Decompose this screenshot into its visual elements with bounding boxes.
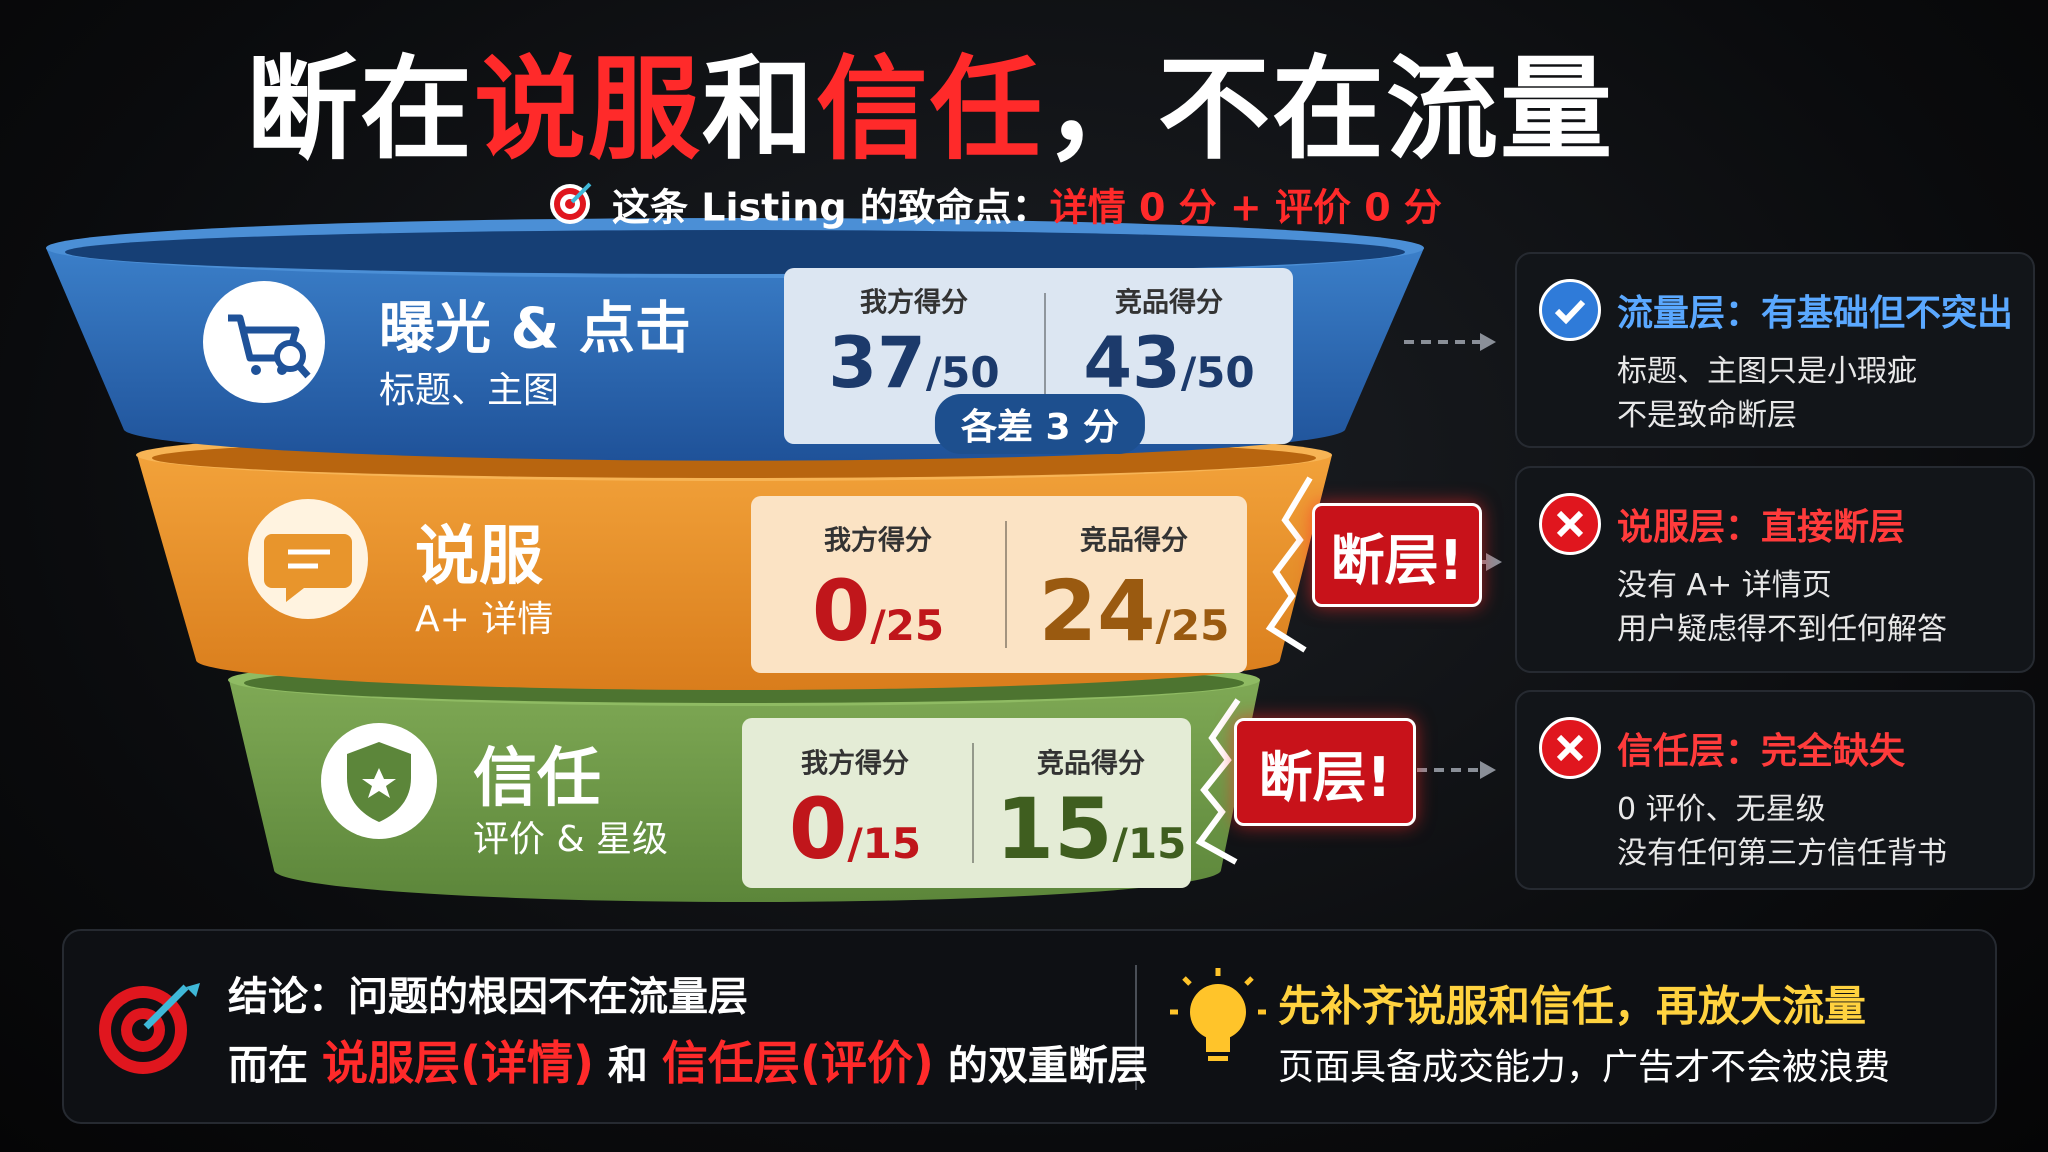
score-value: 43 — [1083, 322, 1181, 404]
card-icon — [1539, 717, 1601, 779]
crack — [1195, 698, 1241, 865]
card — [1515, 252, 2035, 448]
layer-name: 曝光 & 点击 — [379, 296, 691, 362]
card-title: 流量层：有基础但不突出 — [1617, 293, 2014, 334]
score: 0/15 — [789, 780, 921, 878]
score: 24/25 — [1039, 562, 1230, 660]
card-title: 说服层：直接断层 — [1617, 507, 1906, 548]
card-line: 没有任何第三方信任背书 — [1617, 836, 1947, 871]
card — [1515, 466, 2035, 673]
card-line: 不是致命断层 — [1617, 398, 1797, 433]
layer-sub: 标题、主图 — [379, 370, 560, 411]
score-value: 0 — [788, 780, 848, 878]
card-icon — [1539, 493, 1601, 555]
conclusion-line: 而在 说服层(详情) 和 信任层(评价) 的双重断层 — [228, 1027, 1148, 1093]
score-label: 我方得分 — [801, 748, 909, 780]
card-line: 标题、主图只是小瑕疵 — [1617, 354, 1917, 389]
text: 信任层(评价) — [661, 1036, 934, 1090]
icon-target — [550, 182, 592, 224]
title-part: 信任 — [816, 45, 1044, 175]
score-label: 我方得分 — [824, 525, 932, 557]
subtitle-highlight: 详情 0 分 + 评价 0 分 — [1049, 185, 1442, 230]
card-title: 信任层：完全缺失 — [1617, 731, 1906, 772]
card-line: 用户疑虑得不到任何解答 — [1617, 612, 1947, 647]
title-part: 和 — [702, 45, 816, 175]
score: 37/50 — [828, 322, 999, 404]
score-total: /25 — [1155, 601, 1230, 650]
text: 和 — [593, 1043, 662, 1089]
icon-target-big — [99, 983, 200, 1074]
arrow — [1404, 333, 1502, 779]
score-total: /15 — [1112, 819, 1187, 868]
score-label: 竞品得分 — [1037, 748, 1145, 780]
break-badge: 断层! — [1234, 718, 1416, 826]
layer-name: 说服 — [415, 520, 543, 594]
cross — [1556, 734, 1584, 762]
score: 15/15 — [996, 780, 1187, 878]
icon-bulb — [1170, 968, 1266, 1061]
score-total: /50 — [925, 348, 1000, 397]
panel — [62, 929, 1997, 1124]
layer-name: 信任 — [473, 742, 601, 816]
score-value: 0 — [811, 562, 871, 660]
score-box — [751, 496, 1247, 673]
action-title: 先补齐说服和信任，再放大流量 — [1278, 981, 1867, 1031]
score-divider — [1005, 521, 1007, 648]
score: 0/25 — [812, 562, 944, 660]
cross — [1556, 510, 1584, 538]
score-value: 24 — [1038, 562, 1156, 660]
score-label: 竞品得分 — [1080, 525, 1188, 557]
card-icon — [1539, 279, 1601, 341]
icon-shield — [321, 723, 437, 839]
title-part: 说服 — [474, 45, 702, 175]
score-value: 37 — [828, 322, 926, 404]
text: 而在 — [228, 1043, 322, 1089]
score-divider — [1044, 293, 1046, 419]
gap-badge: 各差 3 分 — [934, 394, 1146, 454]
layer-sub: A+ 详情 — [415, 599, 554, 640]
layer-sub: 评价 & 星级 — [473, 819, 668, 860]
score-label: 我方得分 — [860, 287, 968, 319]
score-total: /25 — [870, 601, 945, 650]
score: 43/50 — [1083, 322, 1254, 404]
crack — [1265, 476, 1313, 653]
text: 说服层(详情) — [321, 1036, 594, 1090]
score-total: /15 — [847, 819, 922, 868]
card — [1515, 690, 2035, 890]
score-divider — [972, 743, 974, 863]
score-box — [742, 718, 1191, 888]
score-total: /50 — [1180, 348, 1255, 397]
card-line: 0 评价、无星级 — [1617, 792, 1826, 827]
text: 的双重断层 — [933, 1043, 1148, 1089]
score-value: 15 — [995, 780, 1113, 878]
icon-cart — [203, 281, 325, 403]
score-label: 竞品得分 — [1115, 287, 1223, 319]
action-text: 页面具备成交能力，广告才不会被浪费 — [1278, 1047, 1891, 1088]
title-part: ，不在流量 — [1044, 45, 1614, 175]
conclusion-line: 结论：问题的根因不在流量层 — [228, 974, 748, 1020]
subtitle-lead: 这条 Listing 的致命点： — [612, 185, 1050, 230]
icon-chat — [248, 499, 368, 619]
check — [1554, 299, 1586, 325]
title-part: 断在 — [246, 45, 474, 175]
break-badge: 断层! — [1312, 503, 1482, 607]
card-line: 没有 A+ 详情页 — [1617, 568, 1832, 603]
title: 断在说服和信任，不在流量 — [246, 19, 1614, 181]
subtitle: 这条 Listing 的致命点：详情 0 分 + 评价 0 分 — [612, 177, 1442, 232]
